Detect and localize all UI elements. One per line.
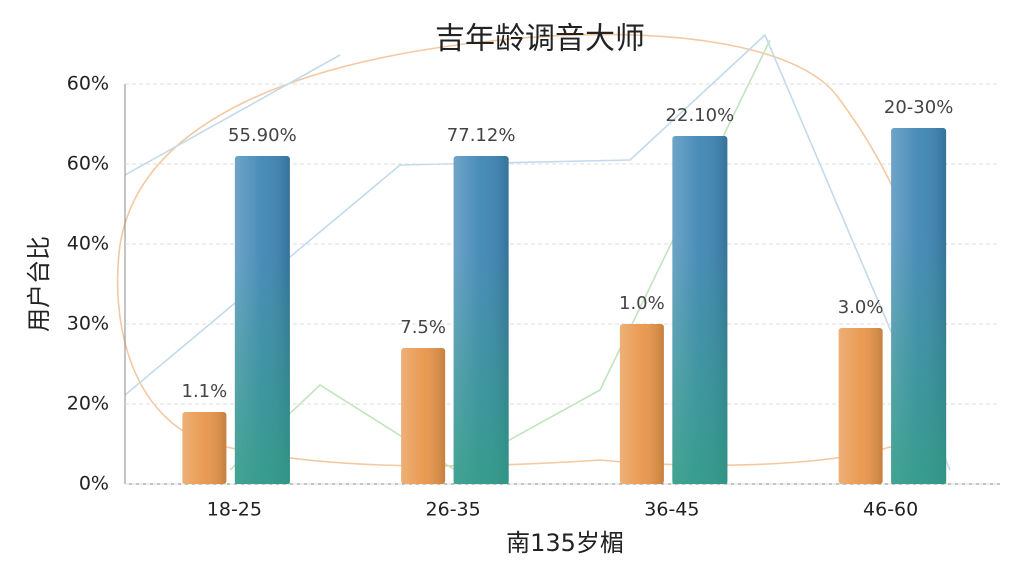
- x-tick-label: 18-25: [207, 499, 262, 521]
- y-tick-label: 60%: [67, 153, 109, 175]
- annotation: 1.0%: [619, 293, 665, 314]
- x-tick-label: 26-35: [426, 499, 481, 521]
- annotation: 20-30%: [884, 97, 953, 118]
- y-tick-label: 0%: [79, 473, 109, 495]
- y-tick-label: 20%: [67, 393, 109, 415]
- bar-tint: [234, 156, 290, 484]
- y-axis-label: 用户台比: [25, 236, 53, 332]
- annotation: 3.0%: [838, 297, 884, 318]
- bar-tint: [672, 136, 728, 484]
- annotation: 77.12%: [447, 125, 516, 146]
- annotation: 7.5%: [400, 317, 446, 338]
- chart-title: 吉年龄调音大师: [435, 22, 645, 57]
- annotation: 55.90%: [228, 125, 297, 146]
- x-tick-label: 36-45: [644, 499, 699, 521]
- annotation: 22.10%: [666, 105, 735, 126]
- bar-shine: [182, 412, 227, 484]
- y-tick-label: 30%: [67, 313, 109, 335]
- y-tick-label: 60%: [67, 73, 109, 95]
- y-tick-label: 40%: [67, 233, 109, 255]
- bar-tint: [891, 128, 947, 484]
- x-axis-label: 南135岁楣: [506, 529, 624, 557]
- bar-tint: [453, 156, 509, 484]
- annotation: 1.1%: [182, 381, 228, 402]
- bar-shine: [619, 324, 664, 484]
- bar-shine: [838, 328, 883, 484]
- x-tick-label: 46-60: [863, 499, 918, 521]
- bar-shine: [401, 348, 446, 484]
